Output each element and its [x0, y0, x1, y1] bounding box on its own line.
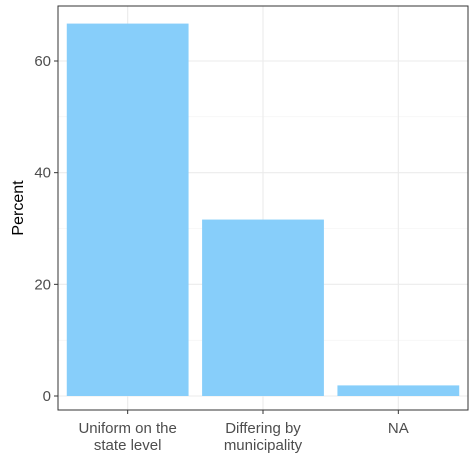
y-tick-label: 60	[34, 53, 51, 70]
x-tick-label: Uniform on the state level	[78, 420, 176, 454]
bar	[337, 385, 460, 396]
bar	[66, 23, 189, 396]
y-tick-label: 20	[34, 276, 51, 293]
y-tick-label: 0	[43, 388, 51, 405]
x-tick-label: NA	[388, 420, 409, 437]
x-axis-ticks: Uniform on the state level Differing by mun…	[78, 410, 409, 454]
y-axis-title: Percent	[10, 180, 27, 236]
y-tick-label: 40	[34, 165, 51, 182]
bars	[66, 23, 460, 396]
y-axis-ticks: 0 20 40 60	[34, 53, 58, 405]
bar	[202, 219, 324, 396]
x-tick-label: Differing by municipality	[224, 420, 303, 454]
